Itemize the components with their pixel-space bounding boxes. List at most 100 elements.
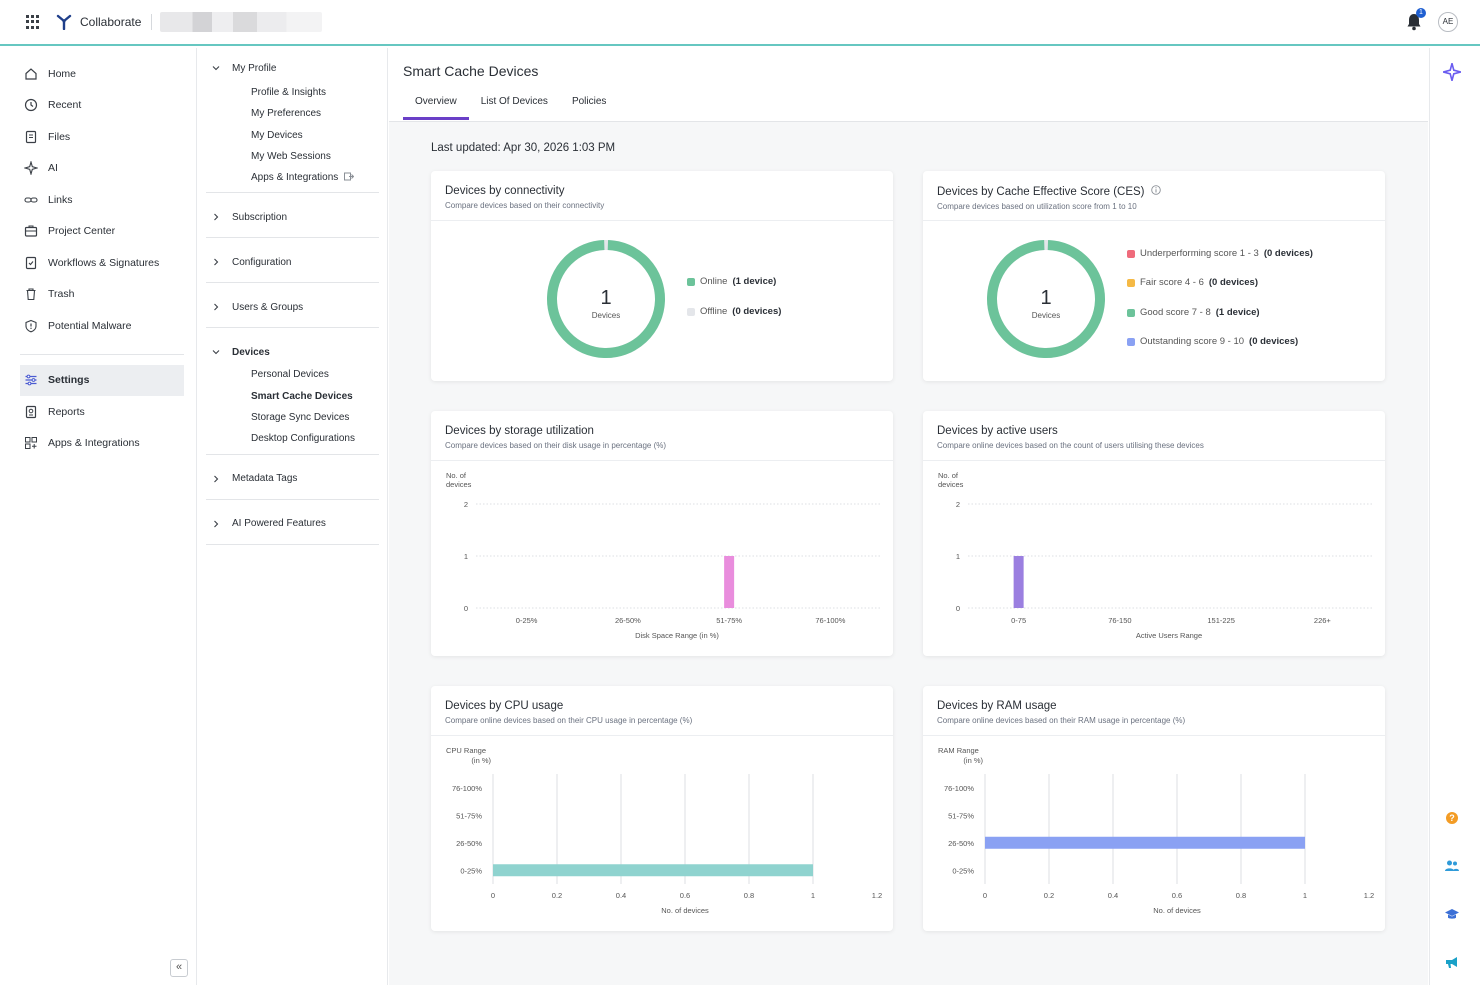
tab-overview[interactable]: Overview: [403, 92, 469, 120]
nav-item-apps-integrations[interactable]: Apps & Integrations: [8, 428, 196, 460]
nav-item-label: Potential Malware: [48, 319, 132, 332]
subnav-item-my-preferences[interactable]: My Preferences: [251, 108, 322, 120]
shield-icon: [25, 319, 37, 333]
subnav-item-storage-sync-devices[interactable]: Storage Sync Devices: [251, 412, 350, 424]
subnav-group-label: Users & Groups: [232, 301, 304, 313]
community-icon[interactable]: [1444, 859, 1460, 873]
subnav-item-apps-integrations[interactable]: Apps & Integrations: [251, 167, 379, 188]
subnav-group-metadata-tags[interactable]: Metadata Tags: [206, 469, 379, 489]
legend-count: (0 devices): [732, 306, 782, 317]
file-icon: [25, 130, 37, 143]
subnav-group-my-profile[interactable]: My Profile: [206, 58, 379, 78]
card-subtitle: Compare devices based on utilization sco…: [937, 202, 1137, 211]
legend-label: Online: [700, 276, 728, 287]
info-icon[interactable]: [1150, 185, 1161, 195]
nav-item-recent[interactable]: Recent: [8, 90, 196, 122]
nav-item-home[interactable]: Home: [8, 58, 196, 90]
legend-item-outstanding: Outstanding score 9 - 10 (0 devices): [1127, 336, 1298, 347]
nav-item-label: Project Center: [48, 225, 116, 238]
y-axis-label: devices: [938, 480, 964, 489]
app-launcher-icon[interactable]: [26, 15, 40, 29]
subnav-group-users-groups[interactable]: Users & Groups: [206, 297, 379, 317]
nav-item-ai[interactable]: AI: [8, 153, 196, 185]
ai-assistant-sparkle-icon[interactable]: [1443, 63, 1461, 81]
legend-count: (1 device): [732, 276, 777, 287]
nav-divider: [20, 353, 184, 355]
y-tick-label: 0-25%: [952, 866, 974, 875]
x-tick-label: 51-75%: [716, 616, 742, 625]
app-logo[interactable]: Collaborate: [56, 14, 141, 30]
subnav-group-configuration[interactable]: Configuration: [206, 252, 379, 272]
legend-label: Underperforming score 1 - 3: [1140, 248, 1259, 259]
legend-item-underperforming: Underperforming score 1 - 3 (0 devices): [1127, 248, 1313, 259]
subnav-item-profile-insights[interactable]: Profile & Insights: [251, 87, 327, 98]
chevron-right-icon: [214, 475, 219, 483]
chevron-right-icon: [214, 520, 219, 528]
user-avatar[interactable]: AE: [1438, 12, 1458, 32]
subnav-divider: [206, 453, 379, 455]
legend-swatch: [687, 277, 695, 286]
subnav-divider: [206, 237, 379, 239]
collapse-sidebar-button[interactable]: «: [170, 959, 188, 977]
y-tick-label: 2: [956, 500, 960, 509]
nav-item-potential-malware[interactable]: Potential Malware: [8, 310, 196, 342]
external-link-icon: [344, 172, 355, 181]
legend-item-offline: Offline (0 devices): [687, 306, 781, 317]
collaborate-logo-icon: [56, 14, 72, 30]
subnav-group-devices[interactable]: Devices: [206, 342, 379, 362]
ai-icon: [24, 161, 38, 176]
nav-item-project-center[interactable]: Project Center: [8, 216, 196, 248]
nav-item-reports[interactable]: Reports: [8, 396, 196, 428]
chevron-down-icon: [212, 350, 220, 355]
help-icon[interactable]: ?: [1445, 811, 1459, 825]
x-tick-label: 0.8: [744, 891, 754, 900]
announcement-icon[interactable]: [1444, 955, 1460, 969]
legend-count: (1 device): [1215, 307, 1260, 318]
nav-item-files[interactable]: Files: [8, 121, 196, 153]
nav-item-settings[interactable]: Settings: [20, 364, 184, 396]
x-tick-label: 0.2: [1044, 891, 1054, 900]
tab-list-of-devices[interactable]: List Of Devices: [480, 96, 548, 107]
y-tick-label: 1: [464, 552, 468, 561]
legend-swatch: [1127, 337, 1135, 346]
subnav-item-my-web-sessions[interactable]: My Web Sessions: [251, 150, 331, 162]
x-tick-label: 0.8: [1236, 891, 1246, 900]
graduation-cap-icon[interactable]: [1444, 907, 1460, 921]
subnav-item-personal-devices[interactable]: Personal Devices: [251, 369, 329, 381]
x-tick-label: 151-225: [1207, 616, 1235, 625]
y-axis-label: No. of: [446, 471, 467, 480]
nav-item-trash[interactable]: Trash: [8, 279, 196, 311]
x-tick-label: 0.4: [1108, 891, 1118, 900]
nav-item-links[interactable]: Links: [8, 184, 196, 216]
card-subtitle: Compare devices based on their disk usag…: [445, 441, 667, 450]
subnav-item-my-devices[interactable]: My Devices: [251, 129, 303, 141]
subnav-group-ai-powered-features[interactable]: AI Powered Features: [206, 514, 379, 534]
ram-bar-chart: RAM Range (in %) No. of devices 0 0.2 0.4 0…: [938, 746, 1374, 915]
page-header: Smart Cache Devices Overview List Of Dev…: [389, 48, 1428, 122]
chevron-down-icon: [212, 66, 220, 71]
card-title-text: Devices by Cache Effective Score (CES): [937, 186, 1145, 198]
nav-item-workflows[interactable]: Workflows & Signatures: [8, 247, 196, 279]
subnav-divider: [206, 327, 379, 329]
card-title: Devices by Cache Effective Score (CES): [937, 185, 1371, 198]
subnav-item-desktop-configurations[interactable]: Desktop Configurations: [251, 433, 355, 445]
y-axis-label: devices: [446, 480, 472, 489]
x-axis-label: Active Users Range: [1136, 631, 1202, 640]
notifications-button[interactable]: 1: [1406, 8, 1426, 31]
nav-item-label: Settings: [48, 374, 90, 387]
x-axis-label: No. of devices: [661, 906, 709, 915]
chevron-right-icon: [214, 214, 219, 221]
tab-policies[interactable]: Policies: [571, 96, 607, 107]
nav-item-label: AI: [48, 162, 58, 175]
active-users-bar-chart: No. of devices Active Users Range 0 1 2 0-7…: [938, 471, 1373, 640]
donut-center-label: Devices: [1032, 311, 1060, 320]
subnav-group-subscription[interactable]: Subscription: [206, 207, 379, 227]
page-title: Smart Cache Devices: [403, 63, 539, 79]
notification-count-badge: 1: [1416, 8, 1426, 18]
subnav-group-label: Metadata Tags: [232, 473, 298, 485]
subnav-item-smart-cache-devices[interactable]: Smart Cache Devices: [251, 390, 353, 402]
tab-bar: Overview List Of Devices Policies: [403, 92, 618, 120]
nav-item-label: Apps & Integrations: [48, 437, 140, 450]
y-axis-label: (in %): [963, 756, 983, 765]
legend-label: Good score 7 - 8: [1140, 307, 1211, 318]
